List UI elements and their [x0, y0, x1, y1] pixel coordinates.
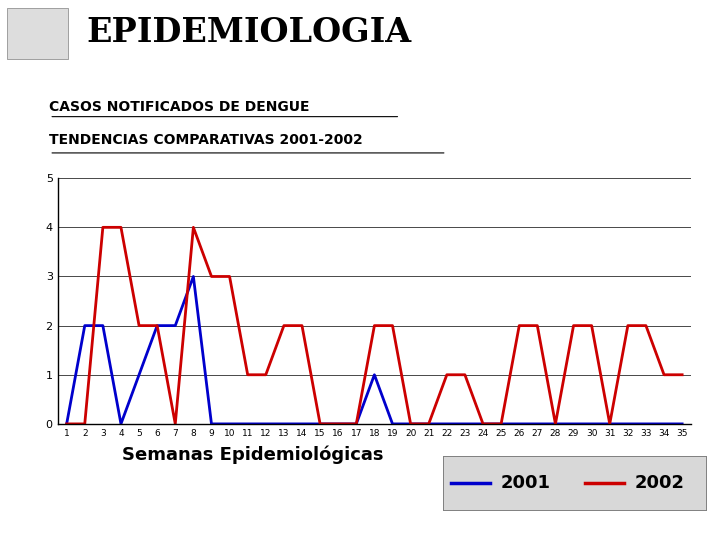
- Text: CASOS NOTIFICADOS DE DENGUE: CASOS NOTIFICADOS DE DENGUE: [49, 100, 310, 114]
- Text: EPIDEMIOLOGIA: EPIDEMIOLOGIA: [86, 16, 412, 49]
- Text: 2002: 2002: [634, 474, 685, 492]
- FancyBboxPatch shape: [7, 8, 68, 59]
- Text: 2001: 2001: [500, 474, 551, 492]
- Text: TENDENCIAS COMPARATIVAS 2001-2002: TENDENCIAS COMPARATIVAS 2001-2002: [49, 133, 363, 147]
- Text: Semanas Epidemiológicas: Semanas Epidemiológicas: [122, 446, 384, 464]
